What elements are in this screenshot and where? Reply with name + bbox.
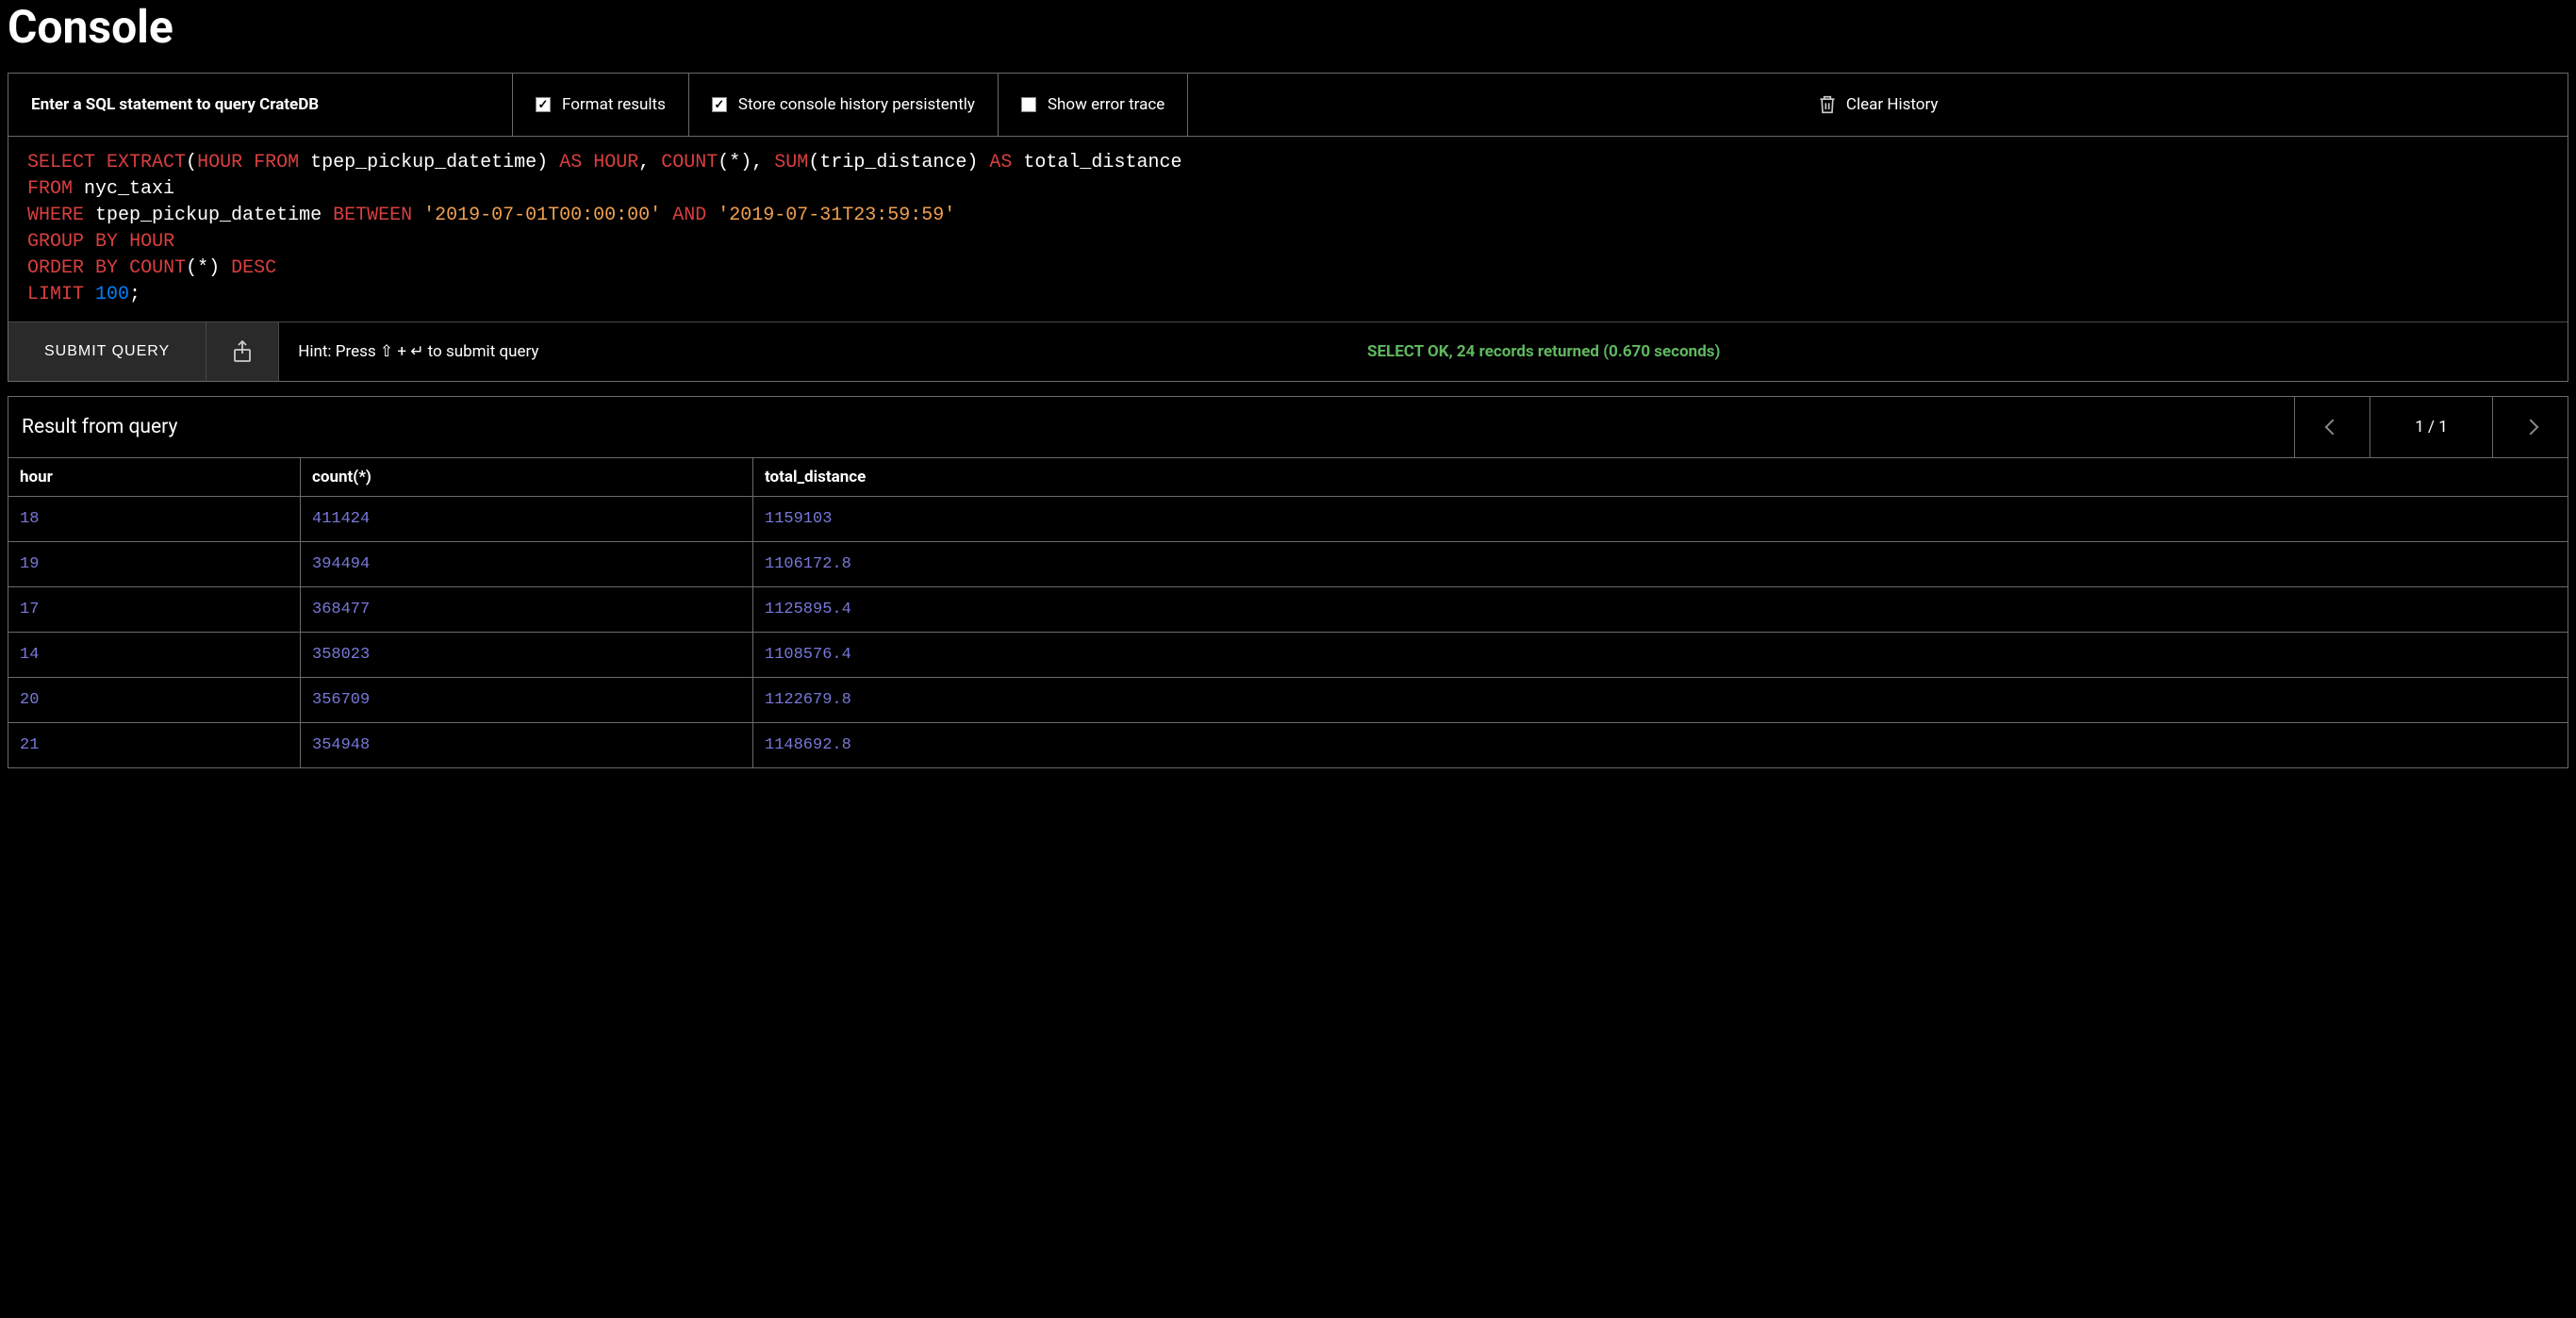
format-results-label: Format results [562,95,666,114]
table-cell: 354948 [301,723,753,768]
table-row: 173684771125895.4 [8,587,2568,633]
export-icon [233,340,252,363]
store-history-label: Store console history persistently [738,95,975,114]
format-results-section: Format results [513,74,689,136]
table-cell: 358023 [301,633,753,678]
table-row: 203567091122679.8 [8,678,2568,723]
table-cell: 1108576.4 [753,633,2568,678]
table-cell: 411424 [301,497,753,542]
clear-history-label: Clear History [1846,95,1939,114]
chevron-right-icon [2522,420,2538,436]
table-cell: 1106172.8 [753,542,2568,587]
result-header: Result from query 1 / 1 [8,396,2568,458]
column-header-count[interactable]: count(*) [301,458,753,497]
table-cell: 21 [8,723,301,768]
trash-icon [1818,94,1837,115]
table-cell: 1125895.4 [753,587,2568,633]
store-history-section: Store console history persistently [689,74,999,136]
table-cell: 394494 [301,542,753,587]
pager-indicator: 1 / 1 [2370,397,2492,457]
show-error-trace-label: Show error trace [1048,95,1164,114]
table-cell: 1159103 [753,497,2568,542]
action-bar: SUBMIT QUERY Hint: Press ⇧ + ↵ to submit… [8,321,2568,381]
query-status: SELECT OK, 24 records returned (0.670 se… [557,322,2568,381]
table-cell: 20 [8,678,301,723]
format-results-checkbox[interactable] [536,97,551,112]
sql-editor[interactable]: SELECT EXTRACT(HOUR FROM tpep_pickup_dat… [8,137,2568,321]
table-row: 184114241159103 [8,497,2568,542]
table-cell: 368477 [301,587,753,633]
chevron-left-icon [2324,420,2340,436]
table-cell: 1148692.8 [753,723,2568,768]
column-header-hour[interactable]: hour [8,458,301,497]
table-row: 213549481148692.8 [8,723,2568,768]
table-cell: 14 [8,633,301,678]
pager-prev-button[interactable] [2294,397,2370,457]
show-error-trace-section: Show error trace [999,74,1188,136]
table-cell: 18 [8,497,301,542]
page-title: Console [8,0,2568,73]
console-panel: Enter a SQL statement to query CrateDB F… [8,73,2568,382]
export-button[interactable] [206,322,279,381]
column-header-total-distance[interactable]: total_distance [753,458,2568,497]
table-cell: 1122679.8 [753,678,2568,723]
table-cell: 17 [8,587,301,633]
show-error-trace-checkbox[interactable] [1021,97,1036,112]
table-cell: 19 [8,542,301,587]
submit-hint: Hint: Press ⇧ + ↵ to submit query [279,322,557,381]
table-header-row: hour count(*) total_distance [8,458,2568,497]
table-row: 193944941106172.8 [8,542,2568,587]
result-table: hour count(*) total_distance 18411424115… [8,458,2568,768]
store-history-checkbox[interactable] [712,97,727,112]
table-cell: 356709 [301,678,753,723]
clear-history-button[interactable]: Clear History [1188,74,2568,136]
pager-next-button[interactable] [2492,397,2568,457]
toolbar: Enter a SQL statement to query CrateDB F… [8,74,2568,137]
result-title: Result from query [8,397,2294,457]
table-row: 143580231108576.4 [8,633,2568,678]
toolbar-hint: Enter a SQL statement to query CrateDB [8,74,513,136]
submit-query-button[interactable]: SUBMIT QUERY [8,322,206,381]
